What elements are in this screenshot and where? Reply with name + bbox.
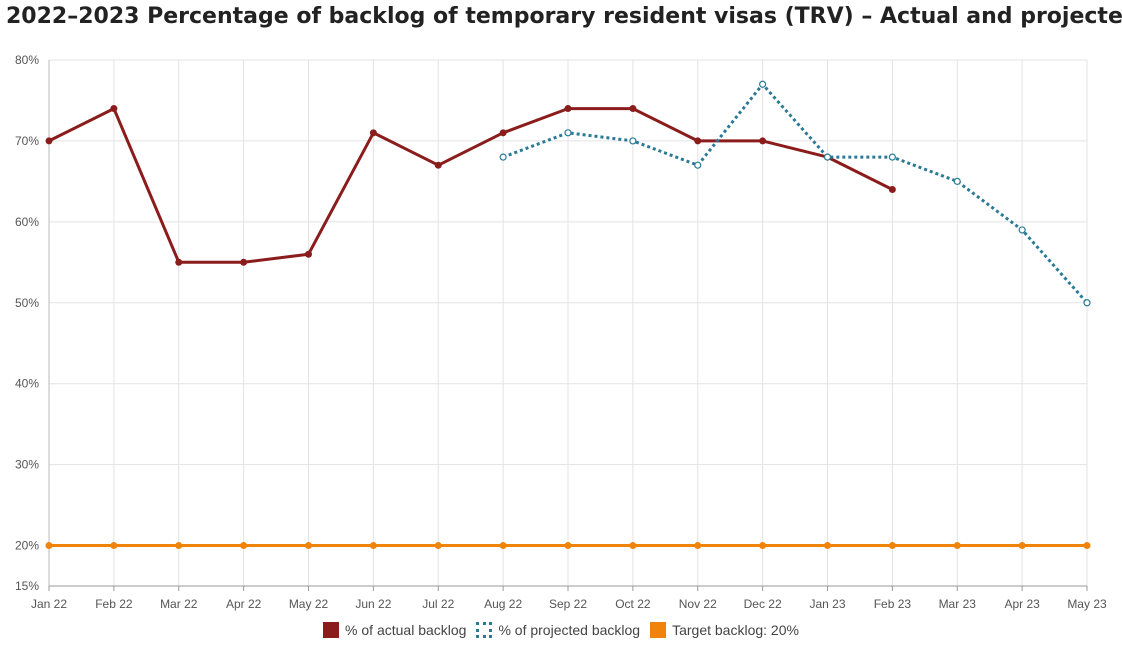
y-tick-label: 30% <box>15 458 39 472</box>
data-point-actual <box>305 250 312 258</box>
data-point-actual <box>564 105 572 113</box>
y-tick-label: 60% <box>15 215 39 229</box>
x-tick-label: Jan 23 <box>809 597 845 611</box>
data-point-actual <box>499 129 507 137</box>
x-tick-label: Jan 22 <box>31 597 67 611</box>
data-point-projected <box>888 153 896 161</box>
data-point-actual <box>759 137 767 145</box>
data-point-actual <box>629 105 637 113</box>
legend-label-target: Target backlog: 20% <box>672 622 799 638</box>
data-point-projected <box>629 137 637 145</box>
series-actual <box>45 105 896 266</box>
data-point-target <box>629 542 637 550</box>
legend-item-target[interactable]: Target backlog: 20% <box>650 622 799 638</box>
data-point-actual <box>694 137 702 145</box>
y-tick-label: 15% <box>15 579 39 593</box>
y-tick-label: 50% <box>15 296 39 310</box>
data-point-target <box>564 542 572 550</box>
data-point-target <box>1018 542 1026 550</box>
legend-item-actual[interactable]: % of actual backlog <box>323 622 466 638</box>
series-line-actual <box>48 107 894 264</box>
data-point-target <box>175 542 183 550</box>
data-point-target <box>499 542 507 550</box>
x-tick-label: Dec 22 <box>744 597 782 611</box>
x-tick-label: Oct 22 <box>615 597 651 611</box>
data-point-projected <box>823 153 832 161</box>
data-point-target <box>45 542 53 550</box>
y-tick-label: 80% <box>15 53 39 67</box>
x-tick-label: May 22 <box>289 597 329 611</box>
y-tick-label: 20% <box>15 539 39 553</box>
x-tick-label: Apr 23 <box>1004 597 1040 611</box>
data-point-projected <box>499 153 507 161</box>
legend-swatch-target <box>650 622 667 638</box>
data-point-projected <box>1018 226 1026 234</box>
data-point-projected <box>759 80 767 88</box>
y-tick-label: 40% <box>15 377 39 391</box>
data-point-target <box>369 542 377 550</box>
legend-item-projected[interactable]: % of projected backlog <box>476 622 640 638</box>
x-tick-label: Jun 22 <box>355 597 391 611</box>
data-point-target <box>240 542 248 550</box>
data-point-target <box>110 542 118 550</box>
data-point-target <box>1083 542 1091 550</box>
data-point-actual <box>369 129 377 137</box>
data-point-actual <box>110 105 118 113</box>
data-point-projected <box>953 177 961 185</box>
series-target <box>45 542 1091 550</box>
data-point-actual <box>175 258 183 266</box>
x-tick-label: Sep 22 <box>549 597 587 611</box>
legend-swatch-actual <box>323 622 340 638</box>
data-point-actual <box>240 258 248 266</box>
data-point-projected <box>1083 299 1091 307</box>
series-line-projected <box>502 82 1089 304</box>
data-point-target <box>824 542 831 550</box>
data-point-target <box>953 542 961 550</box>
x-tick-label: Nov 22 <box>679 597 717 611</box>
data-point-target <box>434 542 442 550</box>
x-tick-label: Feb 22 <box>95 597 133 611</box>
series-lines <box>45 80 1091 550</box>
data-point-target <box>305 542 312 550</box>
x-tick-label: Apr 22 <box>226 597 262 611</box>
data-point-actual <box>434 161 442 169</box>
x-tick-label: Jul 22 <box>422 597 454 611</box>
data-point-actual <box>45 137 53 145</box>
axes: 15% 20% 30% 40% 50% 60% 70% 80% Jan 22 Feb 22 Mar … <box>15 53 1107 611</box>
data-point-projected <box>564 129 572 137</box>
data-point-target <box>759 542 767 550</box>
y-tick-label: 70% <box>15 134 39 148</box>
data-point-target <box>888 542 896 550</box>
x-tick-label: Mar 23 <box>939 597 977 611</box>
legend-label-projected: % of projected backlog <box>498 622 641 638</box>
legend: % of actual backlog % of projected backl… <box>0 622 1122 638</box>
x-tick-label: Aug 22 <box>484 597 522 611</box>
x-tick-label: Mar 22 <box>160 597 198 611</box>
x-tick-label: May 23 <box>1067 597 1107 611</box>
data-point-projected <box>694 161 702 169</box>
legend-label-actual: % of actual backlog <box>345 622 467 638</box>
grid <box>48 59 1088 587</box>
data-point-actual <box>888 185 896 193</box>
legend-swatch-projected <box>476 622 493 638</box>
series-projected <box>499 80 1091 307</box>
chart-title: 2022–2023 Percentage of backlog of tempo… <box>6 4 1122 29</box>
data-point-target <box>694 542 702 550</box>
x-tick-label: Feb 23 <box>874 597 912 611</box>
